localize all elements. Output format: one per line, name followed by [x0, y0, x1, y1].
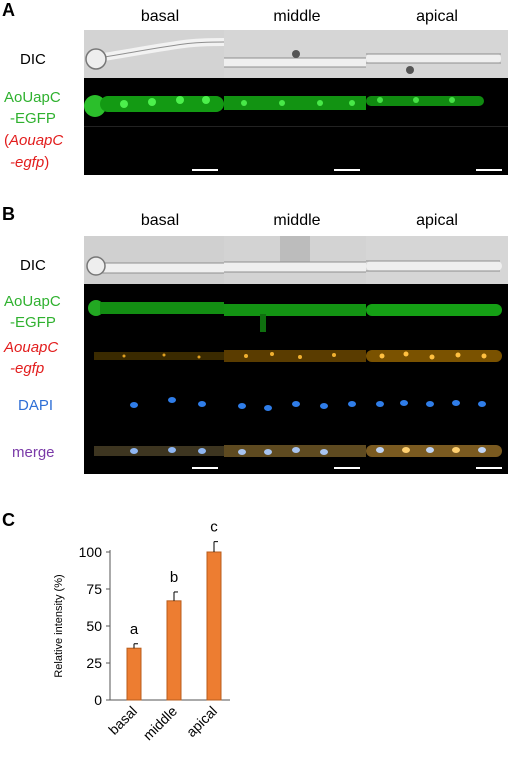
panel-b-merge-middle-image — [224, 426, 366, 474]
dapi-nuclei-basal — [84, 380, 224, 426]
egfp-signal-middle — [224, 284, 366, 332]
dapi-nuclei-middle — [224, 380, 366, 426]
panel-a-mrna-paren-close: ) — [44, 154, 50, 171]
panel-b-dapi-apical-image — [366, 380, 508, 426]
bar-basal — [126, 647, 142, 701]
egfp-signal-middle — [224, 78, 366, 126]
panel-b-col-middle: middle — [273, 212, 321, 229]
panel-a-dic-label: DIC — [20, 51, 46, 68]
merge-middle — [224, 426, 366, 474]
chart-bars — [126, 541, 222, 701]
panel-b-dapi-middle-image — [224, 380, 366, 426]
panel-b-egfp-label-1: AoUapC — [4, 293, 61, 310]
panel-b-letter: B — [2, 204, 15, 224]
hypha-dic-apical — [366, 236, 508, 284]
egfp-signal-apical — [366, 284, 508, 332]
panel-a-col-apical: apical — [416, 8, 458, 25]
panel-a-dic-basal-image — [84, 30, 224, 78]
panel-b-dic-basal-image — [84, 236, 224, 284]
panel-a-col-basal: basal — [140, 8, 180, 25]
hypha-dic-apical — [366, 30, 508, 78]
x-tick-label-basal: basal — [105, 703, 140, 738]
y-axis-label: Relative intensity (%) — [53, 574, 65, 677]
y-tick-label: 25 — [86, 655, 102, 671]
hypha-dic-middle — [224, 236, 366, 284]
bar-chart: 0 25 50 75 100 Relative intensity (%) a basal b… — [53, 519, 230, 744]
panel-b-mrna-apical-image — [366, 332, 508, 380]
panel-a-mrna-label-2: -egfp) — [10, 153, 49, 172]
panel-a-dic-middle-image — [224, 30, 366, 78]
panel-b-dapi-basal-image — [84, 380, 224, 426]
scale-bar — [192, 467, 218, 469]
egfp-signal-apical — [366, 78, 508, 126]
panel-a-egfp-label-1: AoUapC — [4, 89, 61, 106]
scale-bar — [476, 169, 502, 171]
panel-a-letter: A — [2, 0, 15, 20]
scale-bar — [334, 467, 360, 469]
panel-a-mrna-middle-image — [224, 126, 366, 175]
y-tick-label: 75 — [86, 581, 102, 597]
panel-a-egfp-label-2: -EGFP — [10, 110, 56, 127]
panel-a-egfp-middle-image — [224, 78, 366, 126]
mrna-signal-apical — [366, 332, 508, 380]
panel-b-col-basal: basal — [140, 212, 180, 229]
bar-apical — [206, 551, 222, 701]
mrna-signal-middle — [224, 332, 366, 380]
panel-b-merge-apical-image — [366, 426, 508, 474]
panel-a-dic-apical-image — [366, 30, 508, 78]
x-tick-label-apical: apical — [183, 703, 220, 740]
panel-b-merge-label: merge — [12, 444, 55, 461]
panel-b-mrna-label-2: -egfp — [10, 360, 45, 377]
hypha-dic-basal — [84, 236, 224, 284]
panel-b-egfp-basal-image — [84, 284, 224, 332]
panel-b-merge-basal-image — [84, 426, 224, 474]
panel-a-mrna-label-1: (AouapC — [4, 131, 63, 150]
panel-b-mrna-label-1: AouapC — [4, 339, 59, 356]
bar-middle — [166, 600, 182, 701]
significance-letter-basal: a — [130, 621, 139, 638]
panel-b-egfp-middle-image — [224, 284, 366, 332]
panel-b-dic-middle-image — [224, 236, 366, 284]
panel-b-col-apical: apical — [416, 212, 458, 229]
panel-a-mrna-name: AouapC — [9, 132, 64, 149]
egfp-signal-basal — [84, 284, 224, 332]
panel-a-mrna-paren-open: ( — [4, 132, 9, 149]
panel-c-letter: C — [2, 510, 15, 530]
y-tick-label: 0 — [94, 692, 102, 708]
panel-b-mrna-middle-image — [224, 332, 366, 380]
hypha-dic-basal — [84, 30, 224, 78]
egfp-signal-basal — [84, 78, 224, 126]
panel-b-dic-label: DIC — [20, 257, 46, 274]
panel-a-mrna-suffix: -egfp — [10, 154, 45, 171]
scale-bar — [476, 467, 502, 469]
mrna-signal-basal — [84, 332, 224, 380]
y-tick-label: 100 — [79, 544, 103, 560]
panel-a-mrna-basal-image — [84, 126, 224, 175]
significance-letter-middle: b — [170, 569, 178, 586]
scale-bar — [192, 169, 218, 171]
hypha-dic-middle — [224, 30, 366, 78]
significance-letter-apical: c — [210, 519, 218, 536]
dapi-nuclei-apical — [366, 380, 508, 426]
panel-a-egfp-apical-image — [366, 78, 508, 126]
panel-b-egfp-apical-image — [366, 284, 508, 332]
scale-bar — [334, 169, 360, 171]
x-tick-label-middle: middle — [140, 703, 181, 744]
chart-labels: a basal b middle c apical — [105, 519, 220, 744]
panel-b-egfp-label-2: -EGFP — [10, 314, 56, 331]
panel-a-egfp-basal-image — [84, 78, 224, 126]
merge-basal — [84, 426, 224, 474]
panel-b-dapi-label: DAPI — [18, 397, 54, 414]
panel-a-col-middle: middle — [273, 8, 321, 25]
panel-b-dic-apical-image — [366, 236, 508, 284]
merge-apical — [366, 426, 508, 474]
panel-b-mrna-basal-image — [84, 332, 224, 380]
panel-a-mrna-apical-image — [366, 126, 508, 175]
y-tick-label: 50 — [86, 618, 102, 634]
